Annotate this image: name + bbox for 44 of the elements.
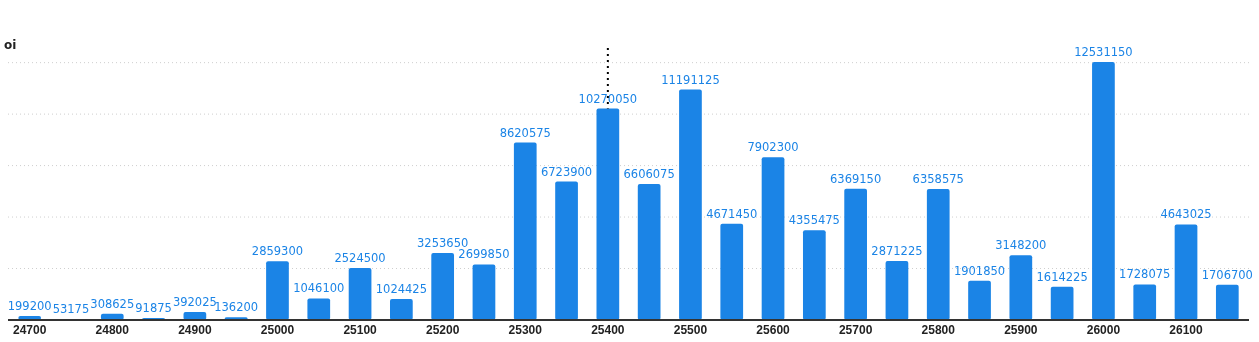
data-label: 1728075 xyxy=(1119,267,1171,282)
data-label: 91875 xyxy=(135,301,172,316)
data-label: 392025 xyxy=(172,294,217,309)
data-label: 6723900 xyxy=(540,164,593,179)
data-label: 7902300 xyxy=(747,140,799,155)
x-tick-label: 25800 xyxy=(921,322,956,337)
data-label: 1046100 xyxy=(293,281,345,296)
data-label: 2524500 xyxy=(334,251,386,266)
x-tick-label: 26000 xyxy=(1086,322,1121,337)
x-tick-label: 24800 xyxy=(95,322,130,337)
data-label: 308625 xyxy=(90,296,135,311)
x-tick-label: 25300 xyxy=(508,322,543,337)
x-tick-label: 25600 xyxy=(756,322,791,337)
x-tick-label: 25100 xyxy=(343,322,378,337)
x-tick-label: 25200 xyxy=(425,322,460,337)
data-label: 1706700 xyxy=(1201,267,1253,282)
x-tick-label: 24900 xyxy=(178,322,212,337)
data-label: 4671450 xyxy=(706,206,758,221)
data-label: 1024425 xyxy=(375,281,427,296)
data-label: 6606075 xyxy=(623,166,675,181)
x-tick-label: 26100 xyxy=(1169,322,1204,337)
data-label: 11191125 xyxy=(661,72,720,87)
data-label: 6358575 xyxy=(912,172,964,187)
x-tick-label: 25400 xyxy=(591,322,625,337)
y-axis-title: oi xyxy=(4,38,17,52)
data-label: 2859300 xyxy=(251,244,304,259)
data-label: 4643025 xyxy=(1160,207,1212,222)
data-label: 10270050 xyxy=(578,91,638,106)
data-label: 2871225 xyxy=(871,243,923,258)
data-label: 1901850 xyxy=(953,263,1006,278)
x-tick-label: 24700 xyxy=(12,322,47,337)
data-label: 8620575 xyxy=(499,125,551,140)
data-label: 199200 xyxy=(7,298,52,313)
x-tick-label: 25700 xyxy=(838,322,873,337)
data-label: 6369150 xyxy=(830,171,882,186)
x-tick-label: 25500 xyxy=(673,322,708,337)
x-tick-label: 25000 xyxy=(260,322,295,337)
x-tick-label: 25900 xyxy=(1004,322,1038,337)
data-label: 2699850 xyxy=(458,247,510,262)
data-label: 4355475 xyxy=(788,213,840,228)
data-label: 53175 xyxy=(52,301,90,316)
data-label: 12531150 xyxy=(1074,45,1133,59)
data-label: 3148200 xyxy=(995,238,1047,253)
data-label: 1614225 xyxy=(1036,269,1088,284)
